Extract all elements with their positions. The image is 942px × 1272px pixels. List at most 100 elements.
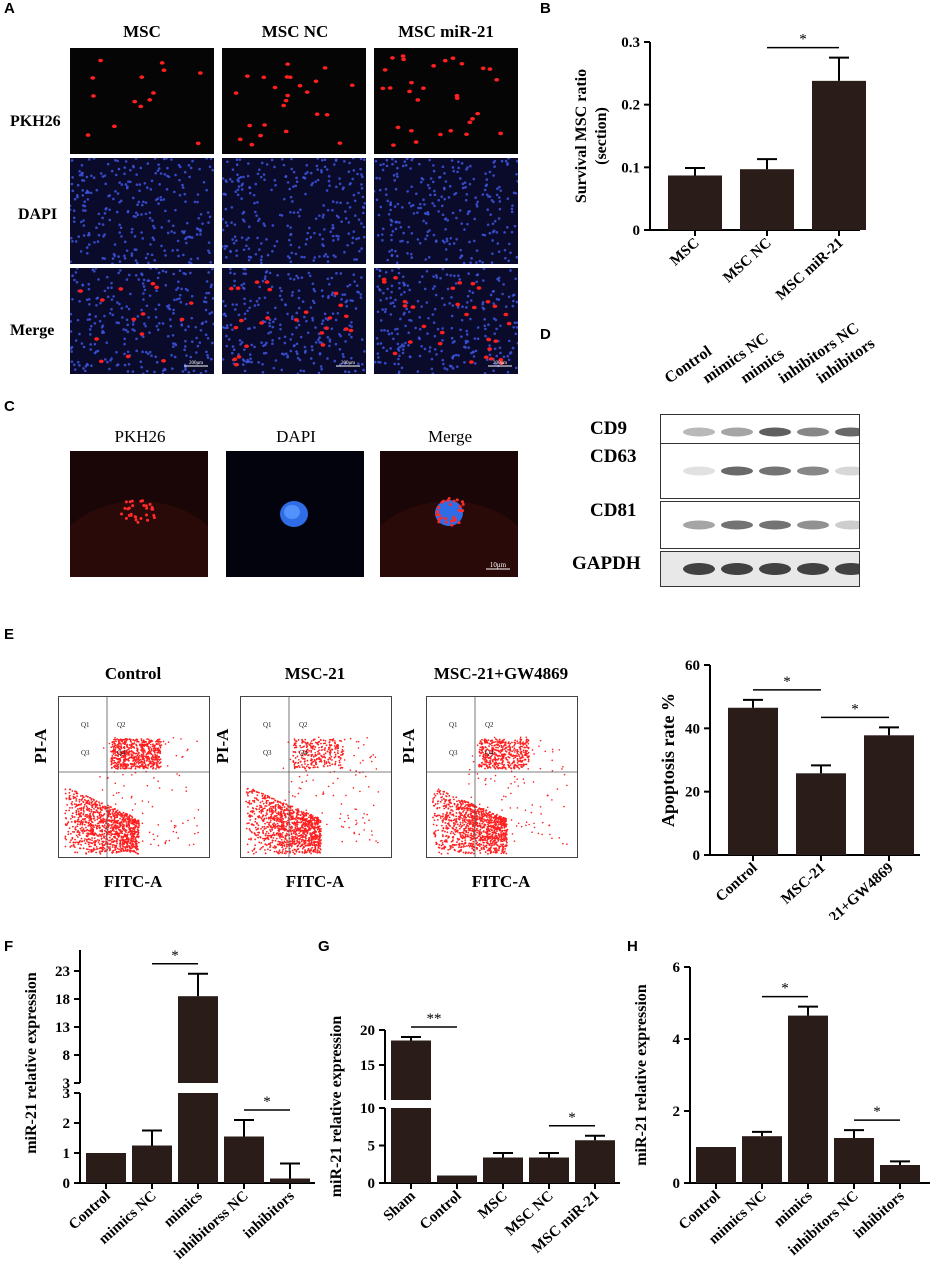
y-tick-label: 13 xyxy=(55,1020,70,1036)
quadrant-label: Q4 xyxy=(117,749,126,757)
x-tick-label: mimics xyxy=(771,1188,816,1231)
flow-plot-ylabel: PI-A xyxy=(399,728,418,764)
y-tick-label: 2 xyxy=(63,1116,71,1132)
quadrant-label: Q1 xyxy=(263,721,272,729)
quadrant-label: Q4 xyxy=(299,749,308,757)
y-axis-label: Survival MSC ratio xyxy=(573,69,590,203)
y-tick-label: 10 xyxy=(360,1101,375,1117)
y-tick-label: 3 xyxy=(63,1086,71,1102)
blot-gapdh xyxy=(660,551,860,587)
y-tick-label: 18 xyxy=(55,992,70,1008)
blot-band xyxy=(835,466,859,476)
flow-plot-xlabel: FITC-A xyxy=(103,872,163,891)
blot-band xyxy=(721,427,753,437)
quadrant-label: Q2 xyxy=(299,721,308,729)
bar xyxy=(788,1015,828,1183)
quadrant-label: Q3 xyxy=(263,749,272,757)
panel-a-col-title-msc: MSC xyxy=(123,22,161,41)
panel-label-h: H xyxy=(627,938,638,955)
panel-f-bar-chart: 01233813182328Controlmimics NCmimicsinhi… xyxy=(23,950,315,1263)
blot-label-cd81: CD81 xyxy=(590,500,637,521)
bar-upper xyxy=(178,996,218,1083)
blot-band xyxy=(759,466,791,476)
flow-plot-ylabel: PI-A xyxy=(31,728,50,764)
quadrant-label: Q2 xyxy=(117,721,126,729)
panel-a-image-pkh26-msc-nc xyxy=(222,48,366,154)
panel-a-row-label-merge: Merge xyxy=(10,322,55,339)
significance-marker: * xyxy=(851,701,859,717)
significance-marker: * xyxy=(568,1110,576,1126)
panel-a-image-dapi-msc xyxy=(70,158,214,264)
flow-plot-1: Q1 Q2 Q3 Q4 xyxy=(240,696,392,858)
panel-a-col-title-msc-nc: MSC NC xyxy=(261,22,329,41)
bar xyxy=(132,1145,172,1183)
x-tick-label: Sham xyxy=(381,1188,419,1225)
flow-plot-ylabel: PI-A xyxy=(213,728,232,764)
panel-a-col-title-msc-mir21: MSC miR-21 xyxy=(398,22,494,41)
flow-plot-2: Q1 Q2 Q3 Q4 xyxy=(426,696,578,858)
blot-cd81 xyxy=(660,501,860,549)
panel-a-image-pkh26-msc-mir21 xyxy=(374,48,518,154)
panel-a-image-dapi-msc-mir21 xyxy=(374,158,518,264)
y-tick-label: 1 xyxy=(63,1146,71,1162)
bar xyxy=(270,1178,310,1183)
y-tick-label: 60 xyxy=(685,658,700,674)
bar xyxy=(575,1140,615,1183)
blot-band xyxy=(797,563,829,575)
blot-label-cd63: CD63 xyxy=(590,446,637,467)
blot-band xyxy=(797,520,829,530)
bar xyxy=(668,175,722,230)
bar xyxy=(529,1157,569,1183)
x-tick-label: mimics xyxy=(161,1188,206,1231)
panel-c-image-dapi xyxy=(226,451,364,577)
x-tick-label: Control xyxy=(417,1188,465,1233)
blot-band xyxy=(835,427,859,437)
bar xyxy=(864,735,914,855)
panel-a-image-merge-msc: 200μm xyxy=(70,268,214,374)
blot-band xyxy=(721,563,753,575)
y-tick-label: 3 xyxy=(63,1076,71,1092)
y-axis-label: miR-21 relative expression xyxy=(23,972,40,1154)
flow-plot-xlabel: FITC-A xyxy=(471,872,531,891)
y-tick-label: 0.1 xyxy=(621,160,640,176)
panel-c-col-title-pkh26: PKH26 xyxy=(114,427,166,446)
bar xyxy=(483,1157,523,1183)
panel-label-a: A xyxy=(4,0,15,17)
significance-marker: * xyxy=(873,1104,881,1120)
panel-label-g: G xyxy=(318,938,330,955)
bar xyxy=(796,773,846,855)
flow-plot-0: Q1 Q2 Q3 Q4 xyxy=(58,696,210,858)
y-tick-label: 0 xyxy=(368,1176,376,1192)
scale-bar-label: 200μm xyxy=(189,361,203,366)
y-tick-label: 28 xyxy=(55,950,70,952)
significance-marker: * xyxy=(171,950,179,964)
panel-c-image-pkh26 xyxy=(70,451,208,577)
panel-c-col-title-dapi: DAPI xyxy=(276,427,316,446)
blot-band xyxy=(759,563,791,575)
panel-label-d: D xyxy=(540,326,551,343)
panel-c-image-merge: 10μm xyxy=(380,451,518,577)
blot-band xyxy=(683,520,715,530)
y-tick-label: 20 xyxy=(360,1023,375,1039)
quadrant-label: Q3 xyxy=(449,749,458,757)
panel-label-b: B xyxy=(540,0,551,17)
panel-a-row-label-pkh26: PKH26 xyxy=(10,113,61,130)
y-tick-label: 0 xyxy=(633,223,641,239)
panel-c-col-title-merge: Merge xyxy=(427,427,473,446)
blot-band xyxy=(683,563,715,575)
y-tick-label: 0.2 xyxy=(621,98,640,114)
blot-band xyxy=(835,520,859,530)
blot-band xyxy=(797,427,829,437)
significance-marker: * xyxy=(783,674,791,690)
y-axis-label: Apoptosis rate % xyxy=(658,693,678,827)
flow-plot-title: MSC-21+GW4869 xyxy=(433,664,569,683)
y-axis-label: (section) xyxy=(593,107,610,165)
y-tick-label: 8 xyxy=(63,1048,71,1064)
bar xyxy=(696,1147,736,1183)
panel-a-image-merge-msc-mir21: 200μm xyxy=(374,268,518,374)
x-tick-label: MSC xyxy=(667,235,702,269)
quadrant-label: Q3 xyxy=(81,749,90,757)
y-tick-label: 0 xyxy=(673,1176,681,1192)
